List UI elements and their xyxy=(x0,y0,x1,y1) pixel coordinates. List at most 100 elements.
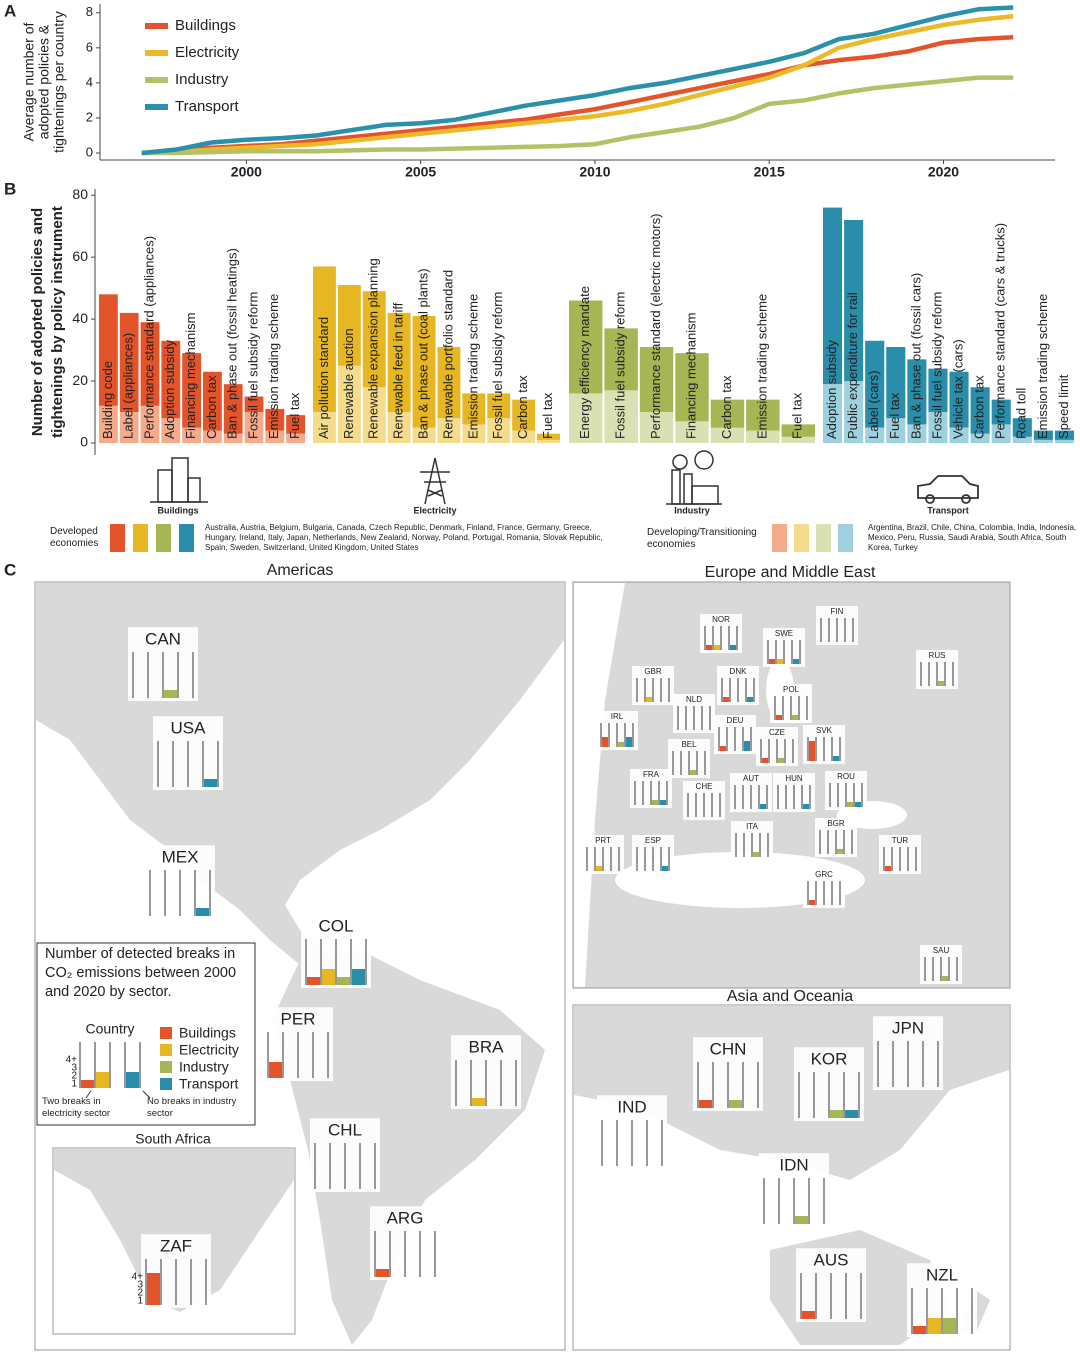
legend-label: Buildings xyxy=(175,17,236,34)
bar-developed xyxy=(286,415,305,434)
legend-note: No breaks in industry sector xyxy=(147,1096,237,1119)
y-tick-label: 2 xyxy=(86,109,93,124)
bar-label: Vehicle tax (cars) xyxy=(950,339,965,439)
y-tick-label: 6 xyxy=(86,39,93,54)
country-code: IRL xyxy=(611,712,624,721)
transport-icon xyxy=(917,475,979,504)
bar-label: Ban & phase out (fossil cars) xyxy=(908,273,923,439)
country-code: GRC xyxy=(815,870,833,879)
bar-label: Carbon tax xyxy=(972,375,987,439)
country-code: CZE xyxy=(769,728,785,737)
bar-developed xyxy=(844,219,864,382)
bar-developing xyxy=(949,427,969,443)
break-bar xyxy=(164,690,177,698)
legend-countries: Argentina, Brazil, Chile, China, Colombi… xyxy=(868,523,1077,552)
electricity-icon xyxy=(420,457,450,505)
mediterranean-sea xyxy=(615,852,865,908)
bar-developing xyxy=(313,412,336,443)
country-code: TUR xyxy=(892,836,909,845)
bar-developed xyxy=(675,353,709,422)
bar-developing xyxy=(265,430,285,443)
legend-swatch xyxy=(160,1027,172,1039)
bar-label: Label (cars) xyxy=(866,370,881,439)
bar-developed xyxy=(537,433,560,440)
bar-label: Financing mechanism xyxy=(683,313,698,439)
y-tick-label: 4 xyxy=(86,74,93,89)
break-bar xyxy=(913,1326,926,1334)
bar-developed xyxy=(970,387,990,434)
sector-label: Electricity xyxy=(413,505,456,515)
break-bar xyxy=(809,741,815,761)
industry-icon xyxy=(666,450,722,505)
bar-developed xyxy=(437,346,461,419)
country-code: ZAF xyxy=(160,1236,192,1255)
break-tick-label: 4+ xyxy=(66,1055,78,1066)
bar-label: Emission trading scheme xyxy=(465,294,480,439)
bar-developing xyxy=(604,390,638,443)
bar-label: Fossil fuel subsidy reform xyxy=(929,292,944,439)
bar-developed xyxy=(487,393,511,419)
break-bar xyxy=(928,1318,941,1334)
country-code: FIN xyxy=(831,607,844,616)
atlantic-sea xyxy=(574,583,625,987)
bar-label: Renewable feed in tariff xyxy=(391,302,406,439)
country-code: IDN xyxy=(779,1155,808,1174)
break-bar xyxy=(626,737,632,747)
x-tick-label: 2015 xyxy=(754,164,785,180)
series-line xyxy=(141,14,1014,156)
country-code: MEX xyxy=(162,847,199,866)
break-bar xyxy=(96,1072,109,1088)
bar-label: Fuel tax xyxy=(887,392,902,439)
bar-developing xyxy=(1054,439,1074,443)
bar-developing xyxy=(512,430,536,443)
y-tick-label: 0 xyxy=(86,144,93,159)
bar-label: Performance standard (cars & trucks) xyxy=(993,223,1008,439)
bar-developed xyxy=(865,340,885,428)
country-code: BEL xyxy=(681,740,697,749)
bar-developed xyxy=(412,316,436,428)
bar-developing xyxy=(569,393,603,443)
bar-developing xyxy=(161,418,181,443)
y-tick-label: 60 xyxy=(72,248,88,264)
break-bar xyxy=(729,1100,742,1108)
break-tick-label: 2 xyxy=(137,1288,143,1299)
legend-swatch-developed xyxy=(110,524,125,552)
legend-label: Electricity xyxy=(179,1042,239,1058)
bar-developed xyxy=(223,384,243,434)
bar-label: Renewable portfolio standard xyxy=(440,270,455,439)
bar-developed xyxy=(781,424,815,437)
legend-swatch-developed xyxy=(179,524,194,552)
break-bar xyxy=(730,645,736,650)
bar-developing xyxy=(844,381,864,443)
bar-label: Fuel tax xyxy=(540,392,555,439)
bar-developing xyxy=(639,412,674,443)
break-bar xyxy=(793,659,799,664)
bar-developing xyxy=(710,427,745,443)
break-bar xyxy=(646,697,652,702)
break-bar xyxy=(747,697,753,702)
legend-label: Electricity xyxy=(175,44,240,61)
bar-developing xyxy=(99,405,118,443)
break-bar xyxy=(596,866,602,871)
bar-developing xyxy=(907,424,927,443)
buildings-icon xyxy=(150,457,208,503)
country-code: AUT xyxy=(743,774,759,783)
break-bar xyxy=(337,977,350,985)
africa-land xyxy=(54,1149,294,1312)
bar-developed xyxy=(265,408,285,431)
legend-label: Transport xyxy=(179,1076,239,1092)
bar-developed xyxy=(161,340,181,419)
bar-label: Fuel tax xyxy=(790,392,805,439)
y-tick-label: 40 xyxy=(72,310,88,326)
break-bar xyxy=(837,849,843,854)
bar-label: Public expenditure for rail xyxy=(845,292,860,439)
bar-developing xyxy=(675,421,709,443)
bar-developing xyxy=(537,439,560,443)
legend-label: Developed economies xyxy=(50,526,99,549)
break-bar xyxy=(602,737,608,747)
bar-developing xyxy=(487,418,511,443)
y-axis-label: tightenings per country xyxy=(51,11,67,153)
country-code: PER xyxy=(281,1009,316,1028)
